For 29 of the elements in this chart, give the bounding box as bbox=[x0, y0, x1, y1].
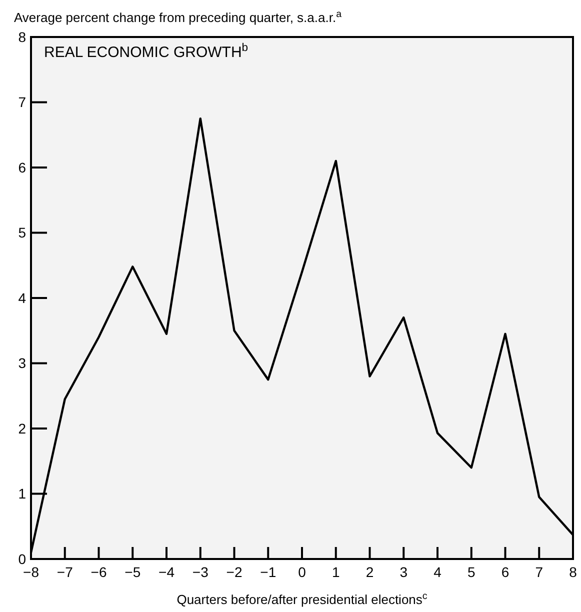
y-tick-label: 8 bbox=[18, 28, 26, 45]
x-tick-label: −1 bbox=[260, 564, 276, 580]
y-tick-label: 3 bbox=[18, 355, 26, 372]
y-tick-label: 0 bbox=[18, 550, 26, 567]
chart-title: REAL ECONOMIC GROWTH$^{b}$ bbox=[44, 42, 248, 61]
x-axis-title: Quarters before/after presidential elections$^{c}$ bbox=[176, 590, 428, 607]
x-tick-label: −7 bbox=[56, 564, 74, 580]
y-tick-label: 2 bbox=[18, 420, 26, 436]
x-tick-label: 4 bbox=[434, 564, 442, 580]
y-tick-label: 1 bbox=[18, 486, 26, 502]
x-tick-label: −3 bbox=[192, 564, 209, 580]
x-tick-label: −2 bbox=[226, 564, 242, 580]
x-tick-label: 2 bbox=[366, 564, 374, 580]
x-tick-label: 3 bbox=[400, 564, 408, 580]
y-tick-label: 7 bbox=[18, 94, 26, 110]
y-tick-label: 6 bbox=[18, 159, 26, 176]
x-tick-label: 5 bbox=[467, 564, 476, 580]
x-tick-label: 7 bbox=[535, 564, 544, 580]
x-tick-label: −8 bbox=[23, 564, 40, 580]
x-tick-label: 8 bbox=[569, 564, 578, 580]
x-tick-label: −5 bbox=[124, 564, 141, 580]
x-tick-label: 0 bbox=[298, 564, 306, 580]
x-tick-label: 6 bbox=[501, 564, 510, 580]
x-tick-label: 1 bbox=[332, 564, 340, 580]
y-tick-label: 5 bbox=[18, 224, 26, 241]
x-tick-label: −6 bbox=[90, 564, 107, 580]
x-tick-label: −4 bbox=[158, 564, 175, 580]
y-tick-label: 4 bbox=[18, 290, 26, 306]
y-axis-title: Average percent change from preceding quarter, s.a.a.r.$^{a}$ bbox=[14, 8, 342, 25]
